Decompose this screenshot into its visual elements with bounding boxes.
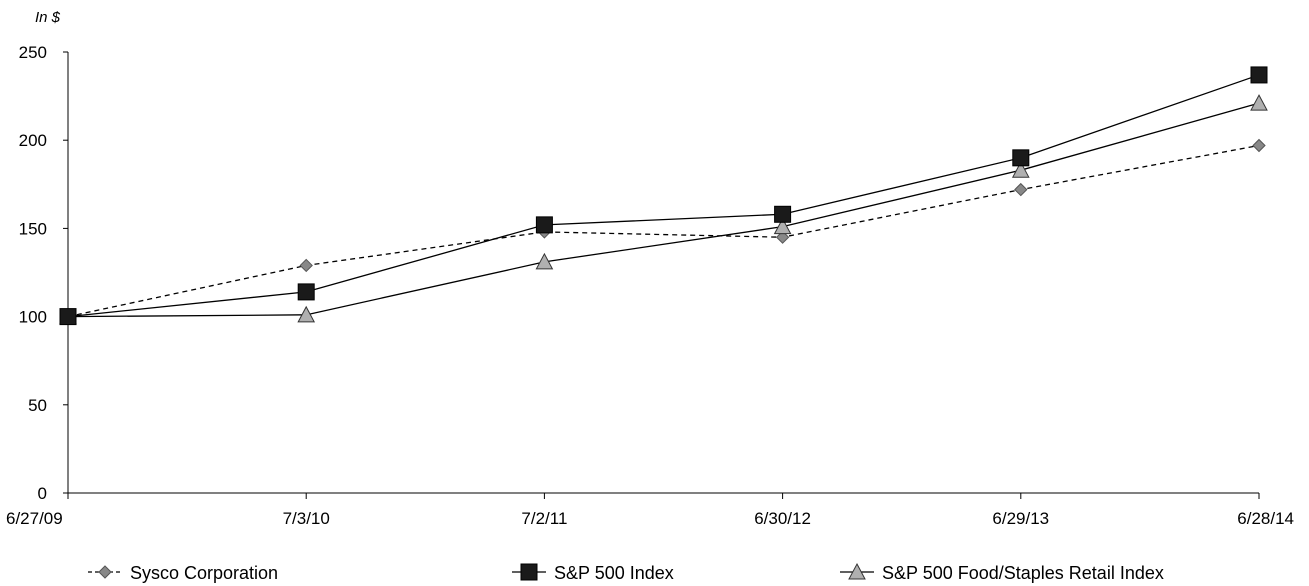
y-axis-ticks: 0 50 100 150 200 250 [19, 43, 68, 503]
series-line-triangle [67, 102, 1260, 318]
legend-item: Sysco Corporation [88, 563, 278, 583]
x-tick-label: 6/28/14 [1237, 509, 1294, 528]
y-tick-label: 50 [28, 396, 47, 415]
x-tick-label: 7/2/11 [521, 509, 567, 528]
x-tick-label: 6/30/12 [754, 509, 811, 528]
y-unit-label: In $ [35, 9, 61, 26]
legend-marker-diamond [98, 565, 112, 579]
data-point-square [59, 308, 77, 326]
legend-label: Sysco Corporation [130, 563, 278, 583]
legend-marker-triangle [848, 562, 866, 580]
data-point-triangle [535, 252, 554, 270]
data-point-triangle [297, 305, 316, 323]
x-tick-label: 6/27/09 [6, 509, 63, 528]
data-point-square [1012, 149, 1030, 167]
data-point-diamond [1014, 182, 1028, 197]
data-point-square [1250, 66, 1268, 84]
series-points-square [59, 66, 1268, 326]
data-point-square [535, 216, 553, 234]
y-tick-label: 250 [19, 43, 47, 62]
data-point-square [297, 283, 315, 301]
series-line-square [67, 74, 1260, 318]
data-point-triangle [773, 217, 792, 235]
x-axis-ticks: 6/27/09 7/3/10 7/2/11 6/30/12 6/29/13 6/28/14 [6, 493, 1294, 528]
y-tick-label: 150 [19, 219, 47, 238]
data-point-triangle [1250, 94, 1268, 111]
data-point-diamond [1252, 138, 1266, 153]
x-tick-label: 6/29/13 [992, 509, 1049, 528]
data-point-triangle [1011, 161, 1030, 178]
series-line-diamond [67, 144, 1260, 318]
data-point-square [774, 205, 792, 223]
y-tick-label: 200 [19, 131, 47, 150]
legend-item: S&P 500 Index [512, 563, 674, 583]
legend-label: S&P 500 Food/Staples Retail Index [882, 563, 1164, 583]
legend: Sysco Corporation S&P 500 Index S&P 500 Fo… [88, 562, 1164, 583]
series-layer [59, 66, 1268, 326]
y-tick-label: 100 [19, 308, 47, 327]
data-point-diamond [775, 230, 790, 244]
y-tick-label: 0 [38, 484, 47, 503]
series-points-triangle [59, 94, 1268, 325]
legend-item: S&P 500 Food/Staples Retail Index [840, 562, 1164, 583]
x-tick-label: 7/3/10 [283, 509, 330, 528]
legend-label: S&P 500 Index [554, 563, 674, 583]
series-points-diamond [61, 138, 1266, 324]
data-point-diamond [299, 258, 313, 273]
legend-marker-square [520, 563, 538, 581]
